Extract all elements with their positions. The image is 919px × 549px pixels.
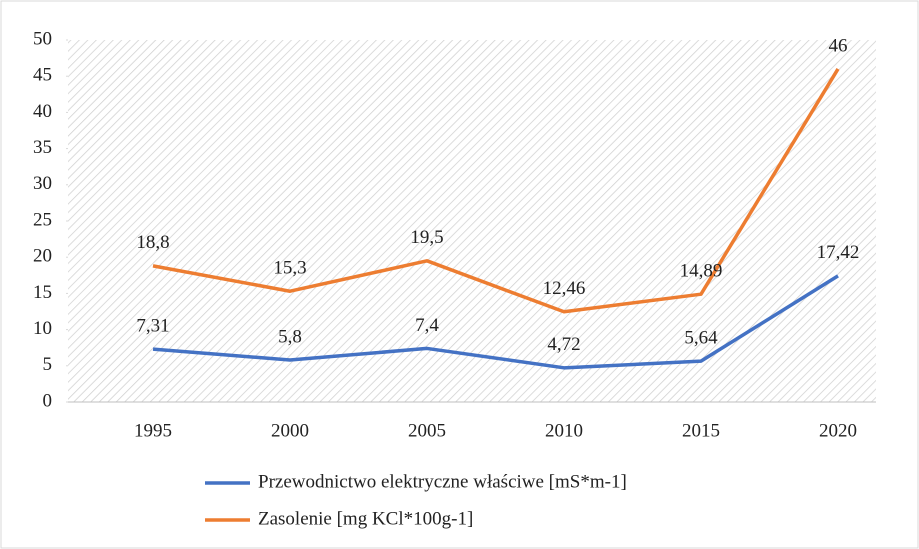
legend-label: Przewodnictwo elektryczne właściwe [mS*m…: [258, 471, 627, 492]
data-label: 5,64: [684, 328, 718, 349]
y-tick-label: 5: [43, 354, 53, 375]
x-tick-label: 2005: [408, 420, 446, 441]
y-tick-label: 50: [33, 28, 52, 49]
data-label: 7,31: [136, 315, 169, 336]
series-line: [152, 274, 839, 370]
x-tick-label: 1995: [134, 420, 172, 441]
y-tick-label: 25: [33, 209, 52, 230]
y-tick-label: 40: [33, 101, 52, 122]
x-tick-label: 2015: [682, 420, 720, 441]
data-label: 5,8: [278, 326, 302, 347]
data-label: 4,72: [547, 334, 580, 355]
x-tick-label: 2000: [271, 420, 309, 441]
data-label: 46: [829, 35, 848, 56]
plot-area: [68, 40, 876, 402]
data-label: 14,89: [680, 261, 723, 282]
data-label: 12,46: [543, 278, 586, 299]
data-label: 17,42: [817, 242, 860, 263]
data-label: 7,4: [415, 315, 439, 336]
data-label: 18,8: [136, 232, 169, 253]
y-tick-label: 10: [33, 318, 52, 339]
x-tick-label: 2010: [545, 420, 583, 441]
x-tick-label: 2020: [819, 420, 857, 441]
y-tick-label: 45: [33, 65, 52, 86]
y-tick-label: 30: [33, 173, 52, 194]
legend-label: Zasolenie [mg KCl*100g-1]: [258, 508, 473, 529]
y-tick-label: 0: [43, 390, 53, 411]
data-label: 19,5: [410, 227, 443, 248]
data-label: 15,3: [273, 258, 306, 279]
y-tick-label: 15: [33, 282, 52, 303]
y-tick-label: 20: [33, 246, 52, 267]
series-line: [152, 68, 840, 314]
y-tick-label: 35: [33, 137, 52, 158]
